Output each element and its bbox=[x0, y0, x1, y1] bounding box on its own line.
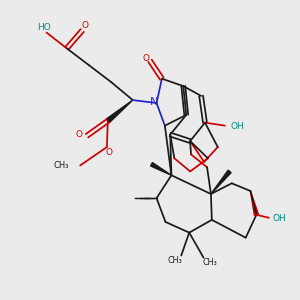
Polygon shape bbox=[151, 163, 171, 175]
Polygon shape bbox=[211, 170, 231, 194]
Text: O: O bbox=[143, 54, 150, 63]
Polygon shape bbox=[106, 100, 133, 123]
Text: OH: OH bbox=[231, 122, 244, 131]
Text: OH: OH bbox=[272, 214, 286, 223]
Text: CH₃: CH₃ bbox=[168, 256, 183, 265]
Text: O: O bbox=[76, 130, 82, 139]
Text: CH₃: CH₃ bbox=[202, 258, 217, 267]
Text: O: O bbox=[106, 148, 113, 157]
Text: N: N bbox=[149, 97, 158, 106]
Text: O: O bbox=[81, 21, 88, 30]
Polygon shape bbox=[250, 191, 258, 215]
Text: CH₃: CH₃ bbox=[53, 161, 69, 170]
Text: HO: HO bbox=[37, 23, 50, 32]
